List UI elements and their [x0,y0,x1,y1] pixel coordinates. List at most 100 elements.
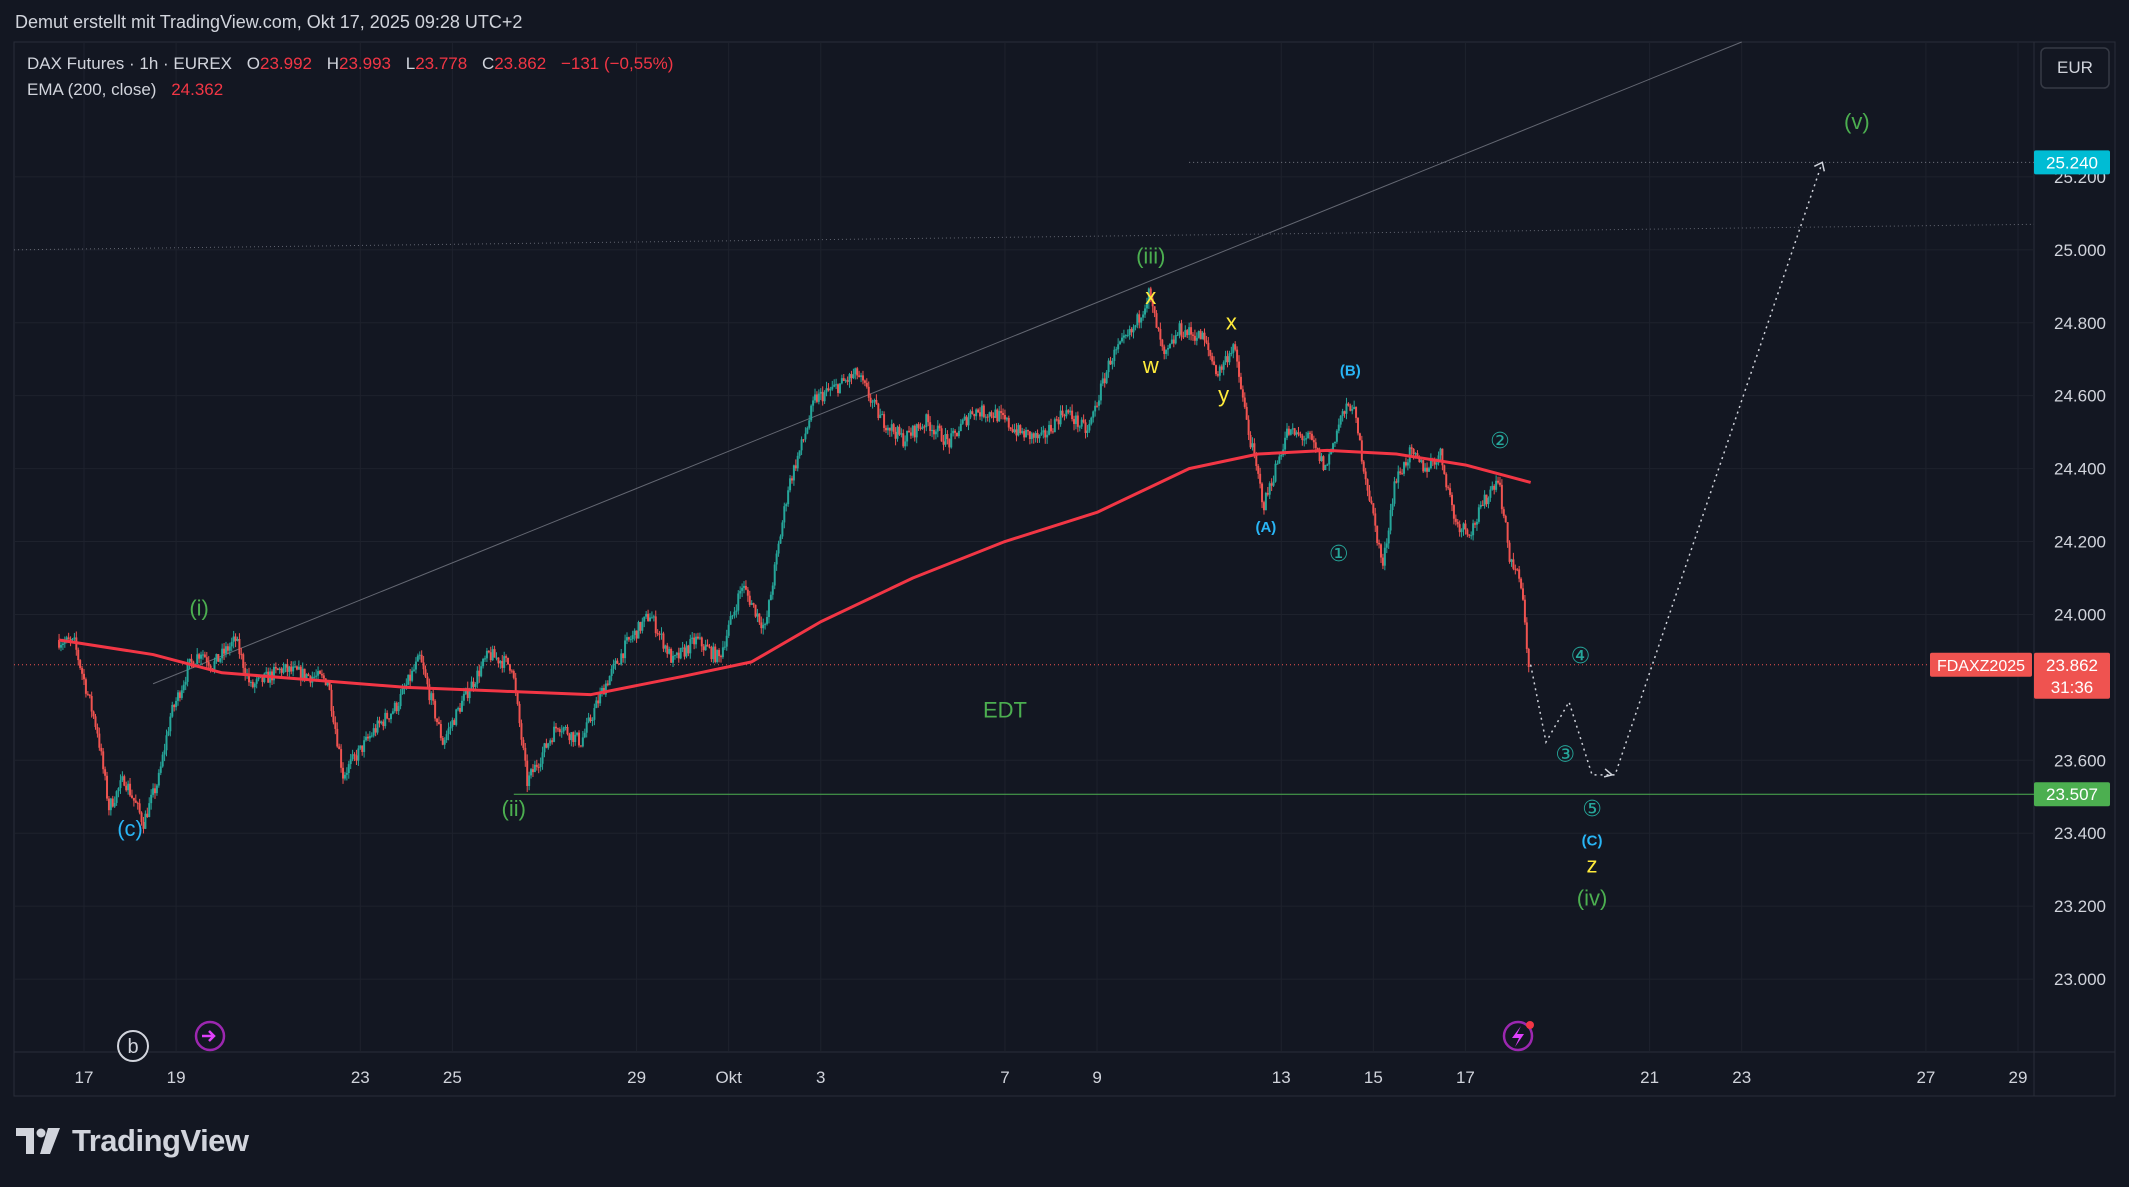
candle-body [689,639,692,654]
x-tick-label: 23 [1732,1068,1751,1087]
candle-body [539,763,542,768]
tradingview-logo[interactable]: TradingView [16,1122,249,1160]
candle-body [1230,352,1233,354]
candle-body [1023,431,1026,438]
candle-body [155,785,158,794]
currency-button[interactable]: EUR [2040,47,2110,89]
candle-body [1500,484,1503,510]
candle-body [741,587,744,591]
candle-body [530,769,533,776]
candle-body [370,735,373,737]
candle-body [1362,461,1365,472]
ema-legend-row[interactable]: EMA (200, close) 24.362 [27,80,223,99]
candle-body [975,409,978,417]
candle-body [909,432,912,436]
candle-body [633,630,636,635]
time-axis[interactable]: 17 19 23 25 29 Okt 3 7 9 13 15 17 21 23 27 29 [75,1068,2028,1087]
candle-body [1426,467,1429,472]
candle-body [1347,403,1350,406]
candle-body [620,653,623,665]
candle-body [305,674,308,680]
candle-body [1094,405,1097,412]
candle-body [365,736,368,741]
candle-body [359,745,362,749]
candle-body [973,413,976,417]
candle-body [307,674,310,676]
candle-body [551,740,554,742]
candle-body [340,749,343,768]
candle-body [754,604,757,617]
candle-body [393,702,396,712]
candle-body [1485,494,1488,505]
chart-pane[interactable] [14,42,2034,1052]
y-tick-label: 24.400 [2054,460,2106,479]
candle-body [332,711,335,723]
candle-body [1067,410,1070,413]
candle-body [545,743,548,748]
candle-body [612,663,615,669]
candle-body [501,660,504,668]
b-circle-icon[interactable]: b [117,1030,149,1062]
support-price-badge[interactable]: 23.507 [2034,782,2110,807]
candle-body [1080,419,1083,427]
candle-body [1040,432,1043,435]
candle-body [1209,350,1212,356]
candle-body [1117,344,1120,350]
current-price-badge[interactable]: 23.862 31:36 [2034,652,2110,699]
candle-body [196,654,199,664]
horizontal-trendline[interactable] [13,223,2035,251]
candle-body [906,430,909,442]
candle-body [169,716,172,732]
candle-body [94,716,97,727]
candle-body [1057,419,1060,425]
projection-path[interactable] [1529,162,1824,776]
replay-event-icon[interactable] [194,1020,226,1052]
candle-body [1099,383,1102,401]
candle-body [1153,306,1156,314]
candle-body [366,736,369,739]
candle-body [1124,335,1127,337]
target-price-badge[interactable]: 25.240 [2034,150,2110,175]
candle-body [434,700,437,719]
candle-body [328,682,331,690]
candle-body [466,688,469,699]
candle-body [397,706,400,712]
ema-200-line[interactable] [58,448,1532,697]
y-tick-label: 24.200 [2054,533,2106,552]
candle-body [1211,355,1214,362]
candle-body [1232,344,1235,353]
candle-body [144,813,147,829]
candle-body [443,740,446,745]
candle-body [1151,298,1154,307]
candle-body [919,427,922,429]
candle-body [1318,449,1321,462]
candle-body [1460,529,1463,533]
lightning-event-icon[interactable] [1502,1020,1534,1052]
candle-body [833,384,836,387]
candle-body [416,655,419,662]
projection-arrowhead [1813,161,1826,172]
price-axis[interactable]: 25.20025.00024.80024.60024.40024.20024.0… [1930,150,2110,989]
candle-body [1167,347,1170,350]
candle-body [861,375,864,381]
currency-label[interactable]: EUR [2057,58,2093,77]
price-badge-label: 25.240 [2046,153,2098,172]
candle-body [322,675,325,679]
candle-body [1450,494,1453,506]
symbol-tag[interactable]: FDAXZ2025 [1930,652,2032,677]
candle-body [700,637,703,647]
candle-body [1316,447,1319,450]
candle-body [159,766,162,773]
candle-body [165,735,168,751]
candle-body [407,674,410,685]
candle-body [1309,432,1312,434]
candle-body [1255,454,1258,467]
price-badge-label: 23.507 [2046,785,2098,804]
candle-body [986,416,989,418]
candle-body [766,617,769,624]
upper-trendline[interactable] [152,41,1742,685]
candle-body [106,775,109,799]
candle-body [499,660,502,664]
candle-body [81,667,84,674]
